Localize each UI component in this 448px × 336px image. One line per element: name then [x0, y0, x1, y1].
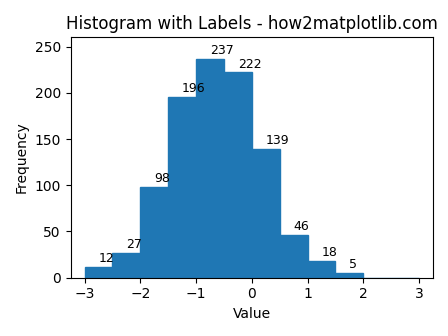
Text: 237: 237 [210, 44, 234, 57]
Bar [308, 261, 336, 278]
Title: Histogram with Labels - how2matplotlib.com: Histogram with Labels - how2matplotlib.c… [66, 15, 438, 33]
Bar [336, 273, 363, 278]
X-axis label: Value: Value [233, 307, 271, 321]
Y-axis label: Frequency: Frequency [15, 122, 29, 194]
Bar [168, 96, 196, 278]
Text: 222: 222 [238, 57, 262, 71]
Bar [140, 187, 168, 278]
Text: 27: 27 [126, 238, 142, 251]
Bar [85, 267, 112, 278]
Text: 196: 196 [182, 82, 206, 95]
Text: 46: 46 [293, 220, 310, 233]
Text: 18: 18 [322, 246, 337, 259]
Text: 12: 12 [99, 252, 114, 265]
Text: 98: 98 [154, 172, 170, 185]
Bar [196, 58, 224, 278]
Bar [280, 235, 308, 278]
Bar [112, 253, 140, 278]
Bar [252, 149, 280, 278]
Text: 5: 5 [349, 258, 358, 271]
Text: 139: 139 [266, 134, 289, 148]
Bar [224, 73, 252, 278]
